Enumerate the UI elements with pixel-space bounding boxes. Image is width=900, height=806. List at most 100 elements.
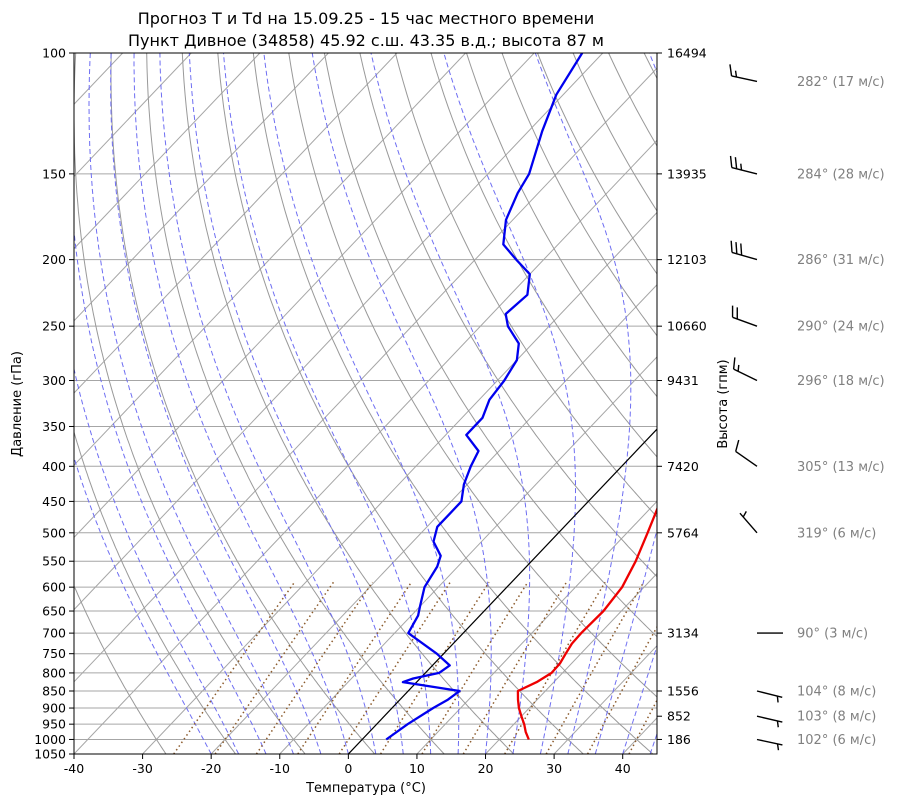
wind-barb xyxy=(729,155,758,175)
moist-adiabat-line xyxy=(534,53,632,754)
wind-barb-label: 296° (18 м/с) xyxy=(797,374,885,389)
y-tick-label: 450 xyxy=(42,494,66,509)
x-tick-label: 20 xyxy=(478,761,494,776)
y-tick-label: 500 xyxy=(42,525,66,540)
isotherm-line xyxy=(622,717,657,754)
y-tick-label: 900 xyxy=(42,701,66,716)
wind-barb-label: 286° (31 м/с) xyxy=(797,253,885,268)
wind-barb-shaft xyxy=(733,368,758,382)
wind-barb-half-flag xyxy=(740,163,743,171)
dry-adiabat-line xyxy=(359,53,657,578)
wind-barb-flag xyxy=(729,155,733,168)
height-tick-label: 5764 xyxy=(667,525,699,540)
dry-adiabat-line xyxy=(466,53,657,398)
x-tick-label: 40 xyxy=(615,761,631,776)
x-tick-label: 10 xyxy=(409,761,425,776)
moist-adiabat-line xyxy=(159,53,377,754)
dry-adiabat-line xyxy=(643,53,657,80)
moist-adiabat-line xyxy=(443,53,576,754)
y-tick-label: 750 xyxy=(42,646,66,661)
wind-barb-shaft xyxy=(756,738,783,746)
wind-barb xyxy=(756,715,783,728)
wind-barb xyxy=(735,439,758,467)
isotherm-line xyxy=(74,53,535,539)
wind-barb-label: 90° (3 м/с) xyxy=(797,627,868,642)
dry-adiabats xyxy=(74,53,900,754)
moist-adiabat-line xyxy=(74,367,240,754)
dry-adiabat-line xyxy=(74,584,167,754)
y-tick-label: 950 xyxy=(42,717,66,732)
y-tick-label: 700 xyxy=(42,626,66,641)
wind-barb-label: 319° (6 м/с) xyxy=(797,526,876,541)
height-tick-label: 7420 xyxy=(667,459,699,474)
isotherm-line xyxy=(74,53,466,466)
moist-adiabat-line xyxy=(311,53,492,754)
x-tick-label: 30 xyxy=(546,761,562,776)
moist-adiabat-line xyxy=(649,732,657,754)
wind-barb-shaft xyxy=(731,166,758,175)
chart-subtitle: Пункт Дивное (34858) 45.92 с.ш. 43.35 в.… xyxy=(128,31,604,50)
y-tick-label: 250 xyxy=(42,319,66,334)
dry-adiabat-line xyxy=(252,53,654,754)
dry-adiabat-line xyxy=(323,53,657,638)
y-tick-label: 200 xyxy=(42,252,66,267)
isotherm-line xyxy=(142,211,657,754)
wind-barb-shaft xyxy=(735,450,758,467)
y-tick-label: 600 xyxy=(42,580,66,595)
wind-barb-half-flag xyxy=(776,743,780,751)
dry-adiabat-line xyxy=(74,430,236,754)
x-axis: -40 -30 -20 -10 0 10 20 30 40 xyxy=(64,754,631,776)
dry-adiabat-line xyxy=(394,53,657,518)
moist-adiabat-line xyxy=(88,53,294,754)
moist-adiabats xyxy=(74,53,657,754)
mixing-ratio-line xyxy=(297,581,413,754)
x-axis-label: Температура (°C) xyxy=(305,781,426,796)
wind-barb-half-flag xyxy=(776,696,779,703)
wind-barb xyxy=(730,240,758,261)
height-tick-label: 1556 xyxy=(667,684,699,699)
wind-barb-half-flag xyxy=(776,720,779,728)
moist-adiabat-line xyxy=(188,53,404,754)
isotherm-line xyxy=(210,283,657,754)
wind-barb-flag xyxy=(729,64,733,77)
plot-area xyxy=(74,53,900,754)
wind-barb-flag xyxy=(736,307,738,320)
y-tick-label: 800 xyxy=(42,665,66,680)
dry-adiabat-line xyxy=(786,53,900,754)
wind-barb-shaft xyxy=(739,512,758,534)
isotherm-line xyxy=(74,53,329,322)
wind-barb xyxy=(756,738,783,751)
wind-barb-shaft xyxy=(756,690,783,698)
dry-adiabat-line xyxy=(217,53,584,754)
height-axis: 186 852 1556 3134 5764 7420 9431 10660 12103 1393… xyxy=(657,46,707,747)
wind-barb-shaft xyxy=(756,715,783,723)
dry-adiabat-line xyxy=(822,53,900,754)
wind-barbs: 282° (17 м/с) 284° (28 м/с) 286° (31 м/с) 2… xyxy=(729,64,885,751)
wind-barb-flag xyxy=(731,305,734,318)
y-tick-label: 1050 xyxy=(34,747,66,762)
zero-isotherm-line xyxy=(347,428,657,754)
wind-barb-shaft xyxy=(731,251,758,261)
wind-barb-label: 282° (17 м/с) xyxy=(797,75,885,90)
wind-barb-half-flag xyxy=(737,364,740,372)
wind-barb-shaft xyxy=(732,316,758,327)
dry-adiabat-line xyxy=(501,53,657,337)
wind-barb-label: 104° (8 м/с) xyxy=(797,685,876,700)
temperature-profile-line xyxy=(516,506,657,740)
dry-adiabat-line xyxy=(146,53,445,754)
height-tick-label: 13935 xyxy=(667,166,707,181)
dewpoint-profile-line xyxy=(385,53,584,741)
moist-adiabat-line xyxy=(133,53,349,754)
isotherm-line xyxy=(74,139,657,754)
wind-barb-flag xyxy=(734,157,738,169)
dry-adiabat-line xyxy=(572,53,657,212)
mixing-ratio-line xyxy=(214,581,335,754)
wind-barb-flag xyxy=(740,243,743,256)
wind-barb-label: 102° (6 м/с) xyxy=(797,733,876,748)
height-axis-label: Высота (гпм) xyxy=(716,359,731,448)
moist-adiabat-line xyxy=(74,225,267,754)
wind-barb-flag xyxy=(730,240,733,253)
y-axis-label: Давление (гПа) xyxy=(10,351,25,457)
